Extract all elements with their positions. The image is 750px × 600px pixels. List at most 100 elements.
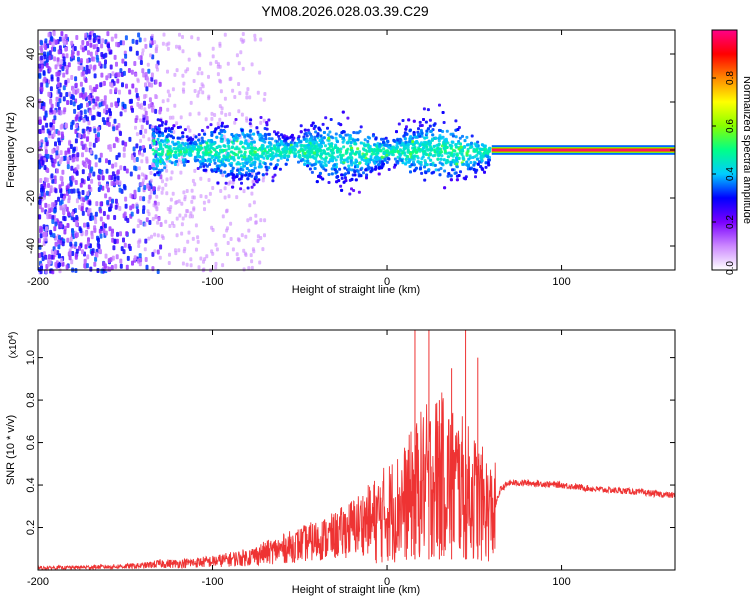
spectrogram-cell (371, 134, 375, 138)
spectrogram-cell (52, 132, 56, 137)
spectrogram-cell (75, 248, 79, 254)
spectrogram-cell (422, 118, 425, 121)
spectrogram-cell (199, 141, 203, 145)
spectrogram-cell (189, 211, 193, 216)
spectrogram-cell (113, 239, 117, 245)
spectrogram-cell (134, 118, 138, 123)
spectrogram-cell (160, 190, 164, 195)
spectrogram-cell (199, 86, 203, 91)
spectrogram-cell (142, 209, 145, 214)
spectrogram-cell (99, 208, 103, 214)
spectrogram-cell (297, 137, 300, 141)
spectrogram-cell (119, 258, 123, 264)
spectrogram-cell (113, 118, 117, 124)
spectrogram-cell (349, 152, 353, 156)
spectrogram-cell (175, 233, 179, 238)
spectrogram-cell (40, 191, 44, 197)
spectrogram-cell (416, 160, 420, 164)
spectrogram-cell (373, 161, 377, 165)
spectrogram-cell (115, 103, 119, 108)
spectrogram-cell (131, 83, 135, 89)
spectrogram-cell (356, 147, 360, 151)
spectrogram-cell (48, 130, 52, 136)
spectrogram-cell (210, 116, 214, 121)
spectrogram-cell (51, 215, 55, 221)
spectrogram-cell (190, 188, 194, 193)
spectrogram-cell (167, 261, 171, 265)
spectrogram-cell (103, 63, 107, 69)
spectrogram-cell (104, 230, 108, 236)
spectrogram-cell (159, 222, 163, 227)
spectrogram-cell (174, 200, 178, 205)
spectrogram-cell (122, 237, 125, 243)
spectrogram-cell (164, 129, 167, 133)
snr-y-tick-label: 0.6 (25, 435, 37, 450)
spectrogram-cell (456, 128, 460, 131)
spectrogram-cell (467, 157, 471, 161)
spectrogram-cell (167, 129, 171, 132)
spectrogram-cell (472, 167, 476, 171)
spectrogram-cell (252, 200, 256, 205)
spectrogram-cell (119, 165, 123, 171)
spectrogram-cell (217, 62, 220, 67)
spectrogram-cell (341, 110, 345, 114)
spectrogram-cell (89, 64, 93, 70)
spectrogram-cell (359, 141, 363, 145)
spectrogram-cell (188, 153, 192, 157)
spectrogram-cell (463, 145, 467, 149)
spectrogram-cell (267, 132, 270, 136)
spectrogram-cell (125, 168, 129, 174)
spectrogram-cell (329, 135, 333, 139)
spectrogram-cell (148, 220, 152, 225)
spectrogram-cell (65, 264, 69, 270)
spectrogram-cell (180, 201, 184, 206)
spectrogram-cell (107, 43, 110, 49)
spectrogram-cell (262, 97, 266, 102)
spectrogram-cell (211, 228, 215, 232)
spectrogram-cell (191, 178, 195, 183)
spectrogram-cell (58, 235, 61, 240)
spectrogram-cell (62, 40, 66, 46)
spectrogram-cell (61, 169, 65, 175)
spectrogram-cell (382, 147, 386, 151)
spectrogram-cell (132, 146, 136, 152)
spectrogram-cell (256, 238, 260, 243)
spectrogram-cell (269, 154, 273, 158)
spectrogram-cell (169, 197, 173, 202)
spectrogram-cell (81, 87, 85, 93)
spectrogram-cell (81, 128, 85, 134)
spectrogram-cell (231, 247, 235, 252)
spectrogram-cell (223, 170, 227, 174)
spectrogram-cell (109, 257, 113, 263)
figure-title: YM08.2026.028.03.39.C29 (261, 3, 429, 19)
spectrogram-cell (55, 150, 59, 156)
spectrogram-cell (215, 135, 219, 139)
spectrogram-cell (139, 145, 142, 151)
spectrogram-cell (57, 244, 61, 250)
spectrogram-cell (72, 156, 76, 162)
spectrogram-cell (79, 115, 83, 121)
snr-frame (37, 329, 676, 571)
spectrogram-cell (394, 146, 398, 150)
spectrogram-cell (235, 175, 239, 178)
spectrogram-cell (404, 127, 408, 131)
spectrogram-cell (219, 89, 223, 94)
spectrogram-cell (252, 249, 256, 254)
spectrogram-cell (44, 112, 48, 118)
spectrogram-cell (205, 254, 209, 259)
spectrogram-cell (443, 169, 447, 173)
spectrogram-cell (63, 229, 67, 235)
spectrogram-cell (283, 154, 287, 158)
spectrogram-cell (145, 264, 149, 270)
spectrogram-cell (453, 171, 457, 175)
spectrogram-cell (64, 46, 68, 52)
spectrogram-cell (324, 152, 328, 156)
spectrogram-cell (79, 110, 83, 116)
spectrogram-cell (486, 161, 490, 165)
spectrogram-cell (38, 119, 42, 125)
spectrogram-cell (112, 126, 116, 132)
spectrogram-cell (44, 149, 48, 155)
spectrogram-cell (92, 104, 96, 110)
spectrogram-cell (138, 151, 142, 156)
spectrogram-cell (158, 130, 162, 134)
